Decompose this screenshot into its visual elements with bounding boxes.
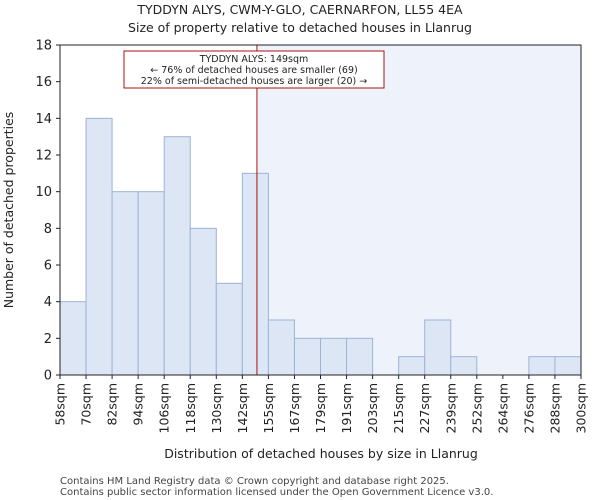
x-tick-label: 300sqm [574, 383, 589, 433]
x-tick-label: 167sqm [287, 383, 302, 433]
y-tick-label: 18 [35, 39, 52, 54]
x-tick-label: 70sqm [79, 383, 94, 426]
y-tick-label: 4 [44, 295, 52, 310]
y-tick-label: 8 [44, 222, 52, 237]
y-tick-label: 6 [44, 259, 52, 274]
bar-227sqm [424, 319, 452, 376]
x-tick-label: 142sqm [235, 383, 250, 433]
y-tick-label: 0 [44, 369, 52, 384]
chart-subtitle: Size of property relative to detached ho… [128, 20, 472, 35]
annotation-line-2: ← 76% of detached houses are smaller (69… [150, 65, 357, 76]
annotation-line-1: TYDDYN ALYS: 149sqm [199, 54, 309, 65]
x-tick-label: 179sqm [313, 383, 328, 433]
bar-106sqm [163, 136, 191, 376]
bar-215sqm [398, 356, 426, 376]
chart-title: TYDDYN ALYS, CWM-Y-GLO, CAERNARFON, LL55… [136, 2, 463, 17]
bar-118sqm [189, 227, 217, 376]
bar-288sqm [554, 356, 582, 376]
x-tick-label: 94sqm [131, 383, 146, 426]
bar-167sqm [293, 337, 322, 376]
footer-line-2: Contains public sector information licen… [60, 487, 493, 498]
x-tick-label: 252sqm [469, 383, 484, 433]
y-tick-label: 10 [35, 185, 52, 200]
bar-94sqm [137, 191, 165, 376]
marker-annotation: TYDDYN ALYS: 149sqm ← 76% of detached ho… [123, 50, 385, 89]
y-tick-label: 12 [35, 149, 52, 164]
x-tick-label: 82sqm [105, 383, 120, 426]
bar-179sqm [320, 337, 348, 376]
x-tick-label: 106sqm [157, 383, 172, 433]
annotation-box [123, 50, 385, 89]
bar-130sqm [215, 282, 243, 376]
x-tick-label: 239sqm [443, 383, 458, 433]
x-tick-label: 276sqm [521, 383, 536, 433]
bar-155sqm [267, 319, 295, 376]
x-tick-label: 288sqm [547, 383, 562, 433]
y-tick-label: 14 [35, 112, 52, 127]
x-tick-label: 203sqm [365, 383, 380, 433]
highlight-region [256, 45, 581, 375]
x-tick-label: 191sqm [339, 383, 354, 433]
bar-58sqm [59, 301, 87, 376]
bar-191sqm [346, 337, 374, 376]
x-tick-label: 155sqm [261, 383, 276, 433]
annotation-line-3: 22% of semi-detached houses are larger (… [141, 76, 368, 87]
bar-276sqm [528, 356, 556, 376]
bar-239sqm [450, 356, 478, 376]
y-tick-label: 16 [35, 75, 52, 90]
footer-line-1: Contains HM Land Registry data © Crown c… [60, 476, 449, 487]
y-axis-label: Number of detached properties [1, 112, 16, 309]
x-tick-label: 58sqm [53, 383, 68, 426]
x-tick-label: 130sqm [209, 383, 224, 433]
bar-82sqm [111, 191, 139, 376]
x-tick-label: 227sqm [417, 383, 432, 433]
x-tick-label: 264sqm [495, 383, 510, 433]
x-tick-label: 215sqm [391, 383, 406, 433]
x-tick-label: 118sqm [183, 383, 198, 433]
y-tick-label: 2 [44, 332, 52, 347]
x-axis-label: Distribution of detached houses by size … [164, 446, 478, 461]
bar-70sqm [85, 117, 113, 376]
bar-142sqm [241, 172, 269, 376]
